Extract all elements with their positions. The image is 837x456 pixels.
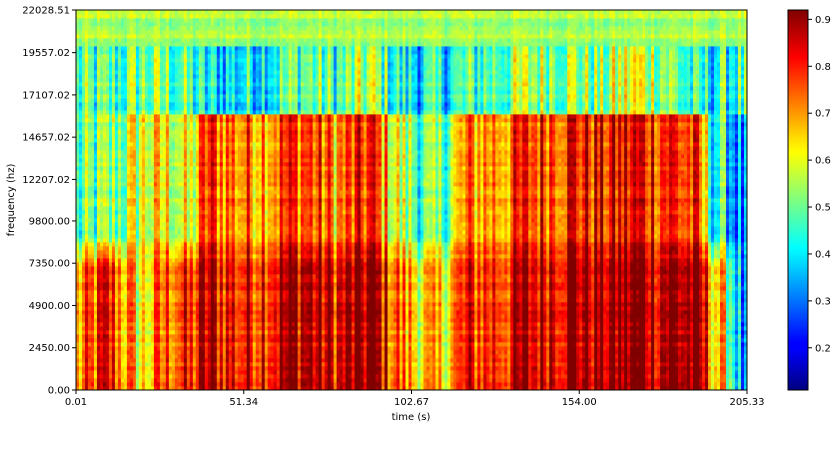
x-axis: 0.01 51.34 102.67 154.00 205.33 (65, 390, 765, 408)
x-tick-label: 102.67 (394, 397, 429, 408)
x-axis-label: time (s) (392, 412, 431, 423)
colorbar-tick-label: 0.4 (815, 249, 831, 260)
colorbar-ticks: 0.2 0.3 0.4 0.5 0.6 0.7 0.8 0.9 (808, 15, 831, 354)
colorbar: 0.2 0.3 0.4 0.5 0.6 0.7 0.8 0.9 (788, 10, 831, 390)
colorbar-tick-label: 0.8 (815, 62, 831, 73)
x-tick-label: 0.01 (65, 397, 87, 408)
colorbar-tick-label: 0.2 (815, 343, 831, 354)
y-tick-label: 2450.00 (29, 343, 70, 354)
y-tick-label: 14657.02 (22, 133, 70, 144)
colorbar-tick-label: 0.3 (815, 296, 831, 307)
y-axis: 0.00 2450.00 4900.00 7350.00 9800.00 12207.02… (22, 6, 76, 397)
x-tick-label: 51.34 (229, 397, 258, 408)
colorbar-gradient (788, 10, 808, 390)
y-tick-label: 0.00 (48, 386, 70, 397)
x-tick-label: 205.33 (730, 397, 765, 408)
y-tick-label: 12207.02 (22, 175, 70, 186)
y-tick-label: 9800.00 (29, 216, 70, 227)
spectrogram-heatmap (76, 10, 747, 390)
colorbar-tick-label: 0.7 (815, 109, 831, 120)
colorbar-tick-label: 0.9 (815, 15, 831, 26)
y-tick-label: 22028.51 (22, 6, 70, 17)
y-axis-label: frequency (hz) (6, 164, 17, 237)
y-tick-label: 4900.00 (29, 301, 70, 312)
colorbar-tick-label: 0.6 (815, 156, 831, 167)
y-tick-label: 19557.02 (22, 48, 70, 59)
y-tick-label: 7350.00 (29, 259, 70, 270)
y-tick-label: 17107.02 (22, 90, 70, 101)
colorbar-tick-label: 0.5 (815, 203, 831, 214)
x-tick-label: 154.00 (562, 397, 597, 408)
